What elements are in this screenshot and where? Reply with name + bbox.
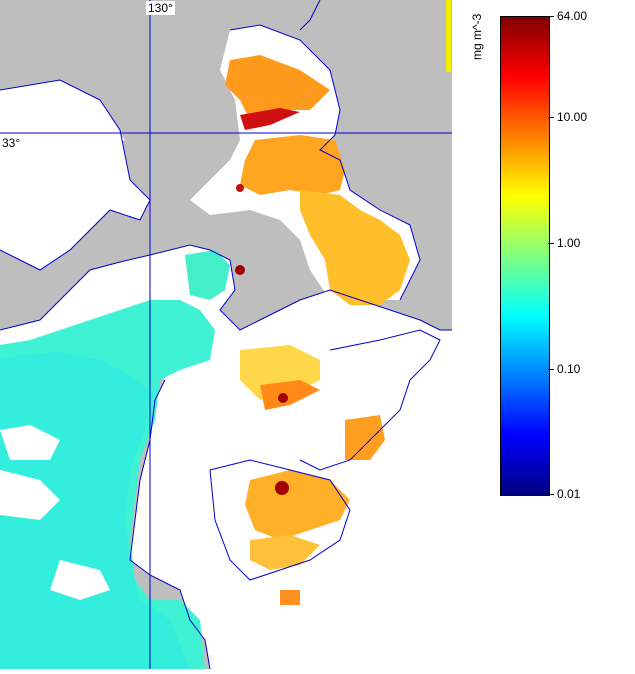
- chlorophyll-high: [225, 55, 410, 605]
- colorbar-tick: [548, 117, 554, 118]
- chlorophyll-map: 130° 33°: [0, 0, 452, 670]
- colorbar-tick-label: 0.10: [557, 362, 581, 376]
- colorbar-tick: [548, 243, 554, 244]
- coastlines: [0, 0, 452, 670]
- colorbar-tick-label: 1.00: [557, 236, 581, 250]
- colorbar-tick-label: 64.00: [557, 9, 588, 23]
- chlorophyll-low: [0, 250, 230, 669]
- colorbar: [500, 16, 550, 496]
- longitude-label: 130°: [146, 1, 175, 15]
- colorbar-tick: [548, 494, 554, 495]
- colorbar-tick: [548, 369, 554, 370]
- colorbar-tick-label: 10.00: [557, 110, 588, 124]
- latitude-label: 33°: [0, 136, 23, 150]
- colorbar-unit-label: mg m^-3: [470, 13, 484, 60]
- map-canvas: [0, 0, 452, 670]
- edge-marker: [446, 0, 451, 72]
- colorbar-tick: [548, 16, 554, 17]
- colorbar-tick-label: 0.01: [557, 487, 581, 501]
